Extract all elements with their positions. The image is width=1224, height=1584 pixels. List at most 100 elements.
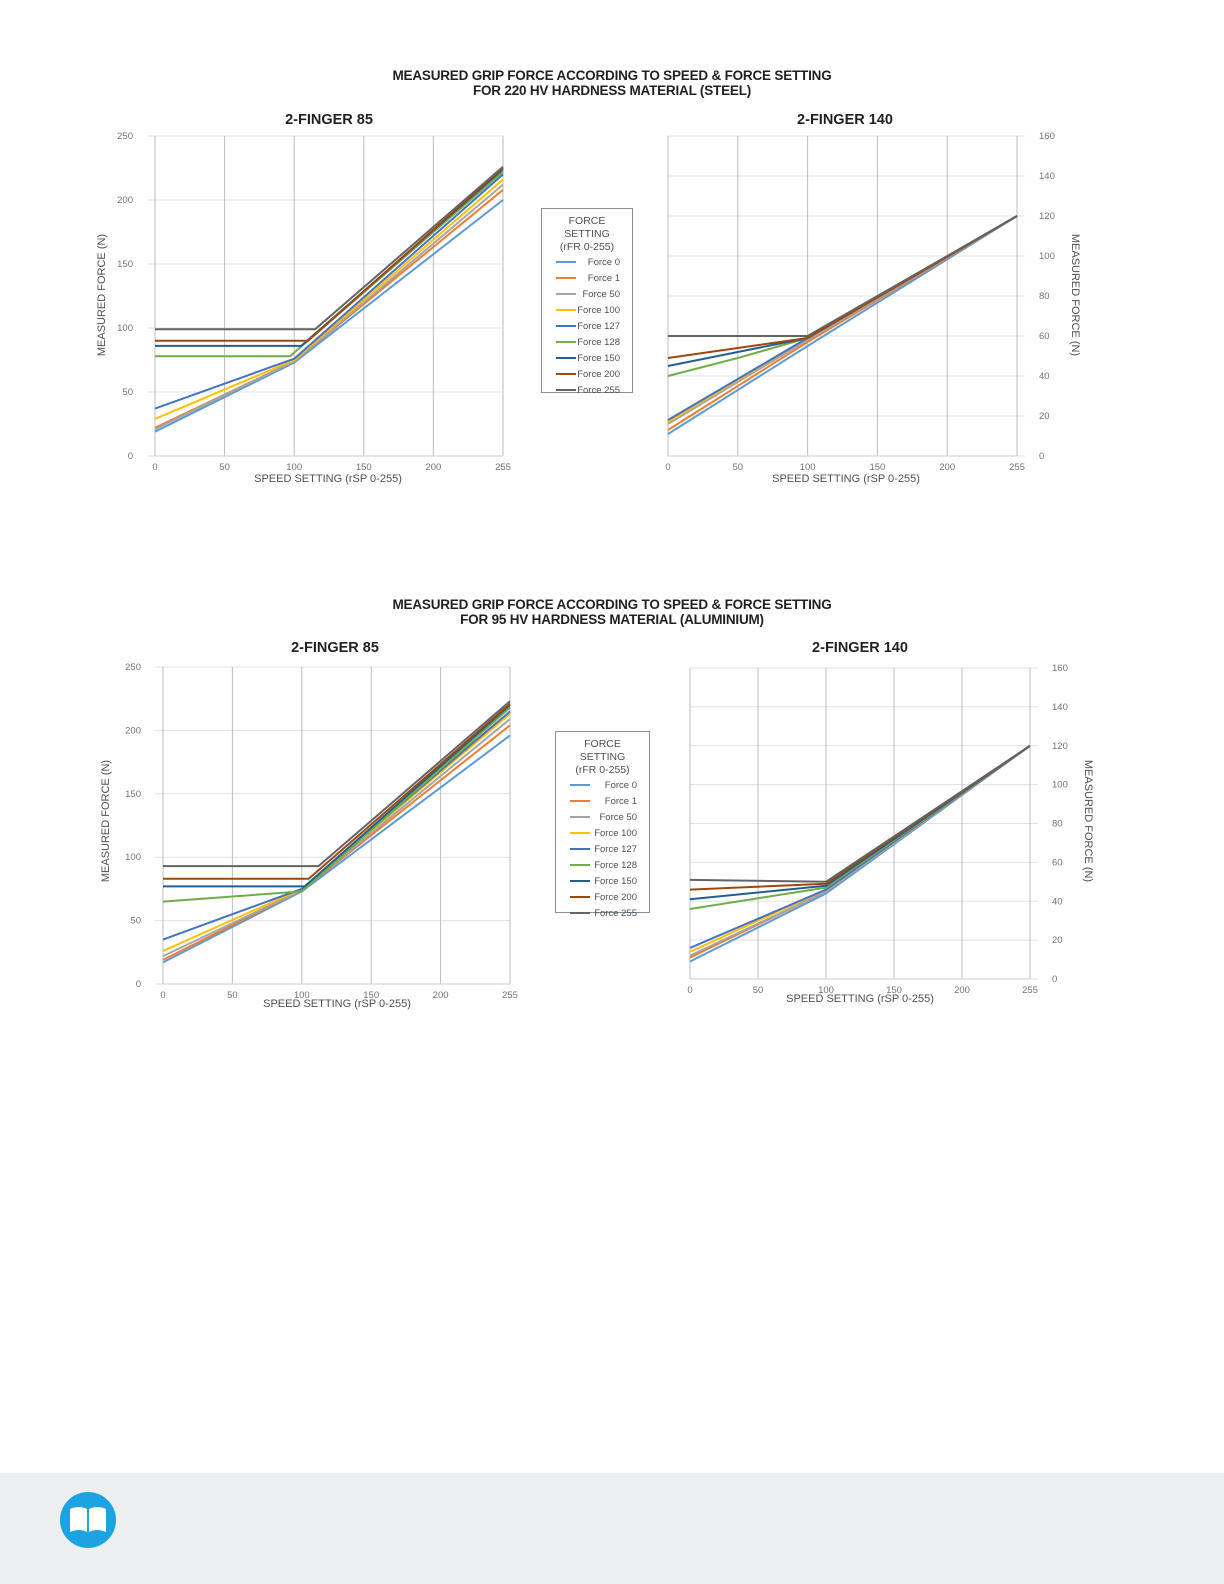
x-tick-label: 0	[160, 990, 165, 1001]
legend-entry: Force 1	[550, 270, 624, 286]
x-axis-label: SPEED SETTING (rSP 0-255)	[772, 473, 920, 485]
legend-label: Force 150	[594, 875, 637, 887]
y-tick-label: 50	[122, 387, 133, 398]
panel-title-line1: MEASURED GRIP FORCE ACCORDING TO SPEED &…	[392, 68, 832, 83]
series-line-force-100	[689, 744, 1031, 953]
series-line-force-50	[689, 744, 1031, 957]
x-tick-label: 200	[433, 990, 449, 1001]
y-tick-label: 100	[1052, 780, 1068, 791]
series-line-force-128	[155, 171, 504, 358]
legend-entry: Force 1	[564, 793, 641, 809]
x-tick-label: 150	[363, 990, 379, 1001]
series-line-force-128	[689, 744, 1031, 910]
y-tick-label: 150	[125, 789, 141, 800]
series-line-force-200	[163, 703, 511, 880]
legend-swatch	[570, 832, 590, 834]
y-axis-label: MEASURED FORCE (N)	[1082, 759, 1094, 883]
legend-swatch	[570, 896, 590, 898]
panel-title-line1: MEASURED GRIP FORCE ACCORDING TO SPEED &…	[392, 597, 832, 612]
chart-title: 2-FINGER 140	[797, 112, 893, 128]
y-tick-label: 200	[117, 195, 133, 206]
legend-entry: Force 150	[550, 350, 624, 366]
legend-label: Force 200	[594, 891, 637, 903]
chart-title: 2-FINGER 85	[285, 112, 373, 128]
series-line-force-150	[163, 704, 511, 888]
legend-label: Force 100	[577, 304, 620, 316]
legend-swatch	[556, 309, 576, 311]
series-line-force-200	[155, 167, 504, 342]
y-axis-label: MEASURED FORCE (N)	[100, 759, 112, 883]
y-tick-label: 250	[117, 131, 133, 142]
legend-swatch	[556, 261, 576, 263]
legend-entry: Force 255	[564, 905, 641, 921]
chart-2-finger-85-steel: 0 50 100 150 200 250 0 50 100 150 200 255	[117, 131, 511, 473]
legend-entry: Force 255	[550, 382, 624, 398]
chart-2-finger-140-steel: 0 20 40 60 80 100 120 140 160 0 50 100 150 200 255	[665, 131, 1055, 473]
legend-title: FORCE SETTING	[564, 215, 610, 240]
y-tick-label: 40	[1052, 896, 1063, 907]
y-tick-label: 100	[117, 323, 133, 334]
legend-label: Force 0	[587, 256, 620, 268]
series-line-force-128	[162, 706, 511, 903]
y-tick-label: 200	[125, 725, 141, 736]
legend-swatch	[570, 880, 590, 882]
legend-entry: Force 127	[550, 318, 624, 334]
legend-label: Force 128	[577, 336, 620, 348]
y-axis-label: MEASURED FORCE (N)	[1069, 233, 1081, 357]
y-tick-label: 140	[1052, 702, 1068, 713]
legend-label: Force 50	[582, 288, 621, 300]
x-tick-label: 200	[954, 985, 970, 996]
legend-swatch	[556, 389, 576, 391]
series-line-force-127	[154, 173, 504, 410]
series-line-force-255	[163, 700, 511, 868]
x-tick-label: 150	[869, 462, 885, 473]
x-tick-label: 100	[294, 990, 310, 1001]
legend-swatch	[570, 912, 590, 914]
series-line-force-127	[162, 710, 511, 941]
chart-title: 2-FINGER 140	[812, 640, 908, 656]
y-tick-label: 120	[1052, 741, 1068, 752]
legend-swatch	[570, 864, 590, 866]
x-tick-label: 100	[800, 462, 816, 473]
legend-swatch	[556, 341, 576, 343]
x-tick-label: 150	[356, 462, 372, 473]
book-icon[interactable]	[60, 1492, 116, 1548]
series-line-force-100	[154, 178, 504, 420]
legend-entries: Force 0 Force 1 Force 50 Force 100 Force 127…	[564, 777, 641, 921]
x-axis-label: SPEED SETTING (rSP 0-255)	[263, 998, 411, 1010]
y-tick-label: 20	[1052, 935, 1063, 946]
series-line-force-255	[668, 215, 1018, 337]
x-tick-label: 50	[733, 462, 744, 473]
legend-steel: FORCE SETTING (rFR 0-255) Force 0 Force 1…	[541, 208, 633, 396]
legend-entry: Force 50	[564, 809, 641, 825]
y-tick-label: 20	[1039, 411, 1050, 422]
y-tick-label: 80	[1052, 819, 1063, 830]
chart-title: 2-FINGER 85	[291, 640, 379, 656]
x-tick-label: 50	[219, 462, 230, 473]
legend-entry: Force 128	[550, 334, 624, 350]
y-tick-label: 60	[1039, 331, 1050, 342]
legend-subtitle: (rFR 0-255)	[575, 764, 630, 776]
x-tick-label: 200	[425, 462, 441, 473]
series-line-force-0	[154, 199, 504, 433]
legend-label: Force 200	[577, 368, 620, 380]
legend-label: Force 50	[599, 811, 638, 823]
legend-entry: Force 200	[564, 889, 641, 905]
legend-entry: Force 100	[550, 302, 624, 318]
legend-label: Force 127	[594, 843, 637, 855]
legend-swatch	[556, 325, 576, 327]
y-tick-label: 160	[1039, 131, 1055, 142]
legend-label: Force 1	[587, 272, 620, 284]
y-tick-label: 250	[125, 662, 141, 673]
series-line-force-255	[155, 165, 504, 331]
panel-aluminium-title: MEASURED GRIP FORCE ACCORDING TO SPEED &…	[0, 597, 1224, 627]
legend-swatch	[556, 277, 576, 279]
legend-entry: Force 150	[564, 873, 641, 889]
x-tick-label: 200	[939, 462, 955, 473]
chart-2-finger-85-aluminium: 0 50 100 150 200 250 0 50 100 150 200 255	[125, 662, 518, 1001]
series-line-force-150	[689, 744, 1031, 901]
x-tick-label: 0	[665, 462, 670, 473]
x-axis-label: SPEED SETTING (rSP 0-255)	[786, 993, 934, 1005]
y-tick-label: 40	[1039, 371, 1050, 382]
legend-swatch	[570, 800, 590, 802]
